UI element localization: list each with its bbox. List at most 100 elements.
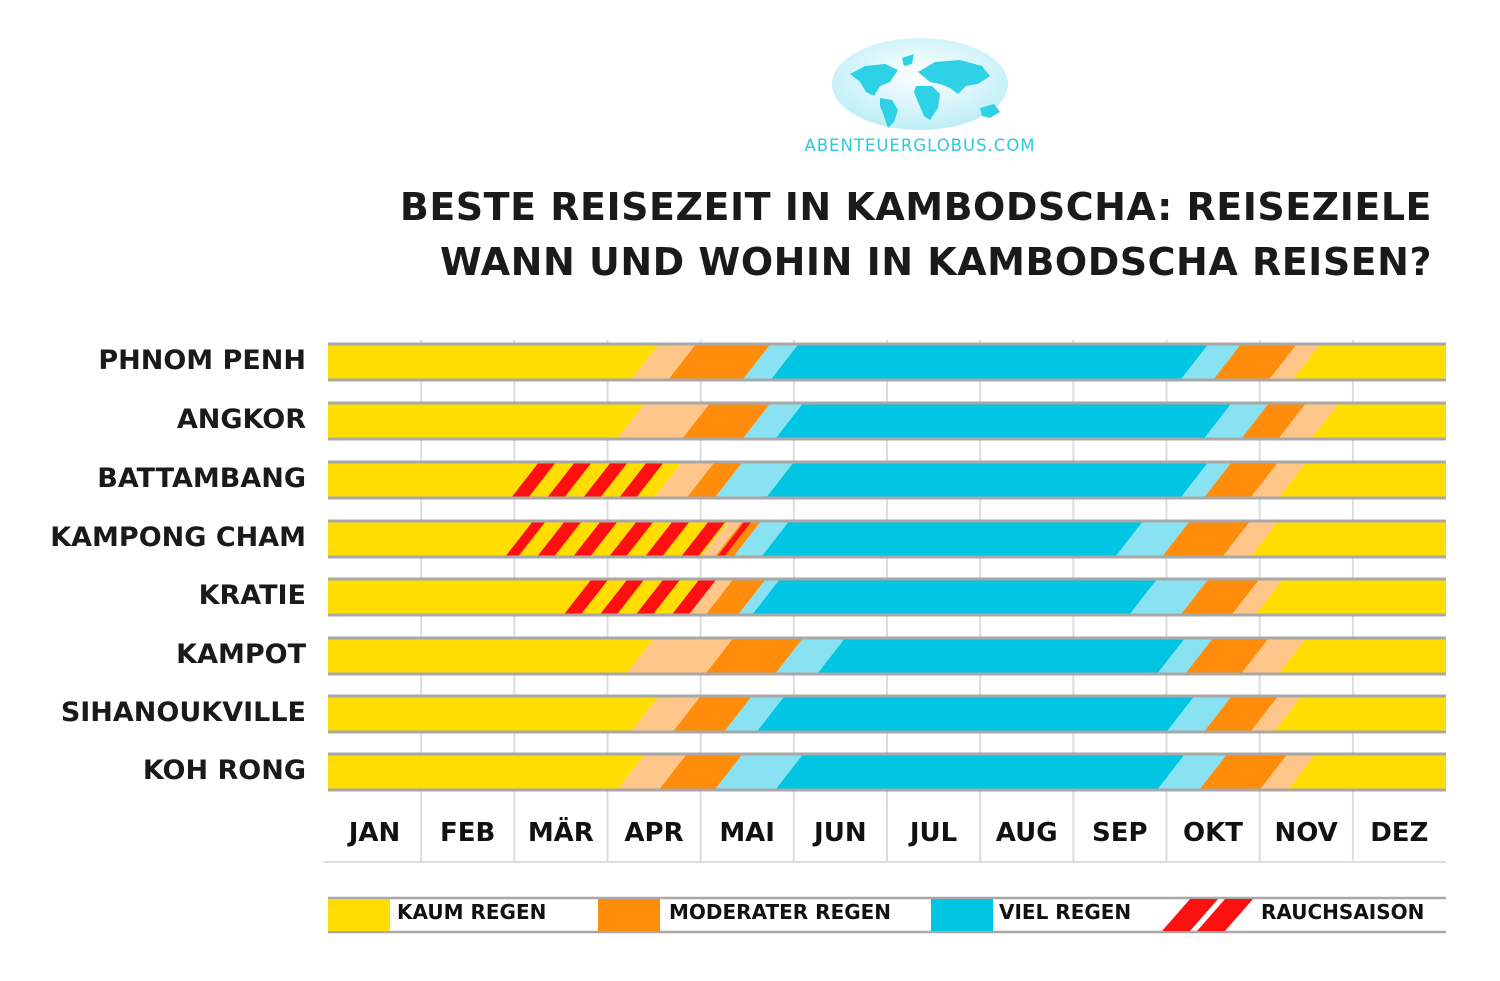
segment-kaum_regen <box>328 638 655 674</box>
world-map-globe-icon <box>832 38 1008 130</box>
segment-rauchsaison <box>556 579 734 615</box>
month-label: MAI <box>719 818 775 848</box>
segment-kaum_regen <box>1254 579 1446 615</box>
segment-transition_light <box>616 403 711 439</box>
bar-phnom-penh <box>328 342 1446 382</box>
segment-viel_regen <box>765 462 1209 498</box>
segment-transition_blue <box>742 344 799 380</box>
page-title: BESTE REISEZEIT IN KAMBODSCHA: REISEZIEL… <box>400 180 1432 290</box>
segment-viel_regen <box>817 638 1186 674</box>
segment-moderater_regen <box>658 754 743 790</box>
title-line-2: WANN UND WOHIN IN KAMBODSCHA REISEN? <box>440 240 1432 284</box>
segment-viel_regen <box>751 579 1158 615</box>
segment-moderater_regen <box>672 696 752 732</box>
segment-transition_light <box>1241 638 1307 674</box>
segment-transition_light <box>1259 754 1316 790</box>
month-label: APR <box>624 818 684 848</box>
legend-swatch-kaum-regen <box>328 899 390 931</box>
segment-moderater_regen <box>668 344 771 380</box>
segment-transition_blue <box>1115 521 1190 557</box>
segment-viel_regen <box>761 521 1144 557</box>
segment-transition_blue <box>733 521 790 557</box>
segment-moderater_regen <box>682 403 771 439</box>
segment-transition_light <box>1268 344 1321 380</box>
segment-transition_light <box>626 638 734 674</box>
row-label: PHNOM PENH <box>98 345 306 376</box>
row-label: KAMPONG CHAM <box>50 522 306 553</box>
row-label: KRATIE <box>198 580 306 611</box>
segment-transition_light <box>1250 696 1302 732</box>
segment-transition_blue <box>714 462 794 498</box>
segment-transition_blue <box>1166 696 1232 732</box>
segment-moderater_regen <box>705 579 766 615</box>
row-label: BATTAMBANG <box>97 463 306 494</box>
segment-moderater_regen <box>1203 462 1279 498</box>
legend-label: MODERATER REGEN <box>669 900 892 924</box>
segment-moderater_regen <box>705 638 804 674</box>
legend-swatch-viel-regen <box>931 899 993 931</box>
bar-kampong-cham <box>328 519 1446 559</box>
month-label: AUG <box>995 818 1058 848</box>
segment-kaum_regen <box>1278 638 1446 674</box>
month-label: OKT <box>1183 818 1243 848</box>
segment-moderater_regen <box>1203 696 1279 732</box>
segment-transition_blue <box>737 579 780 615</box>
segment-transition_light <box>654 462 715 498</box>
segment-kaum_regen <box>328 403 645 439</box>
segment-kaum_regen <box>1292 344 1446 380</box>
logo-text: ABENTEUERGLOBUS.COM <box>804 136 1036 155</box>
segment-viel_regen <box>775 754 1186 790</box>
segment-transition_light <box>630 344 697 380</box>
segment-viel_regen <box>775 403 1232 439</box>
title-line-1: BESTE REISEZEIT IN KAMBODSCHA: REISEZIEL… <box>399 185 1432 229</box>
month-label: FEB <box>439 818 496 848</box>
segment-viel_regen <box>756 696 1195 732</box>
segment-rauchsaison <box>504 521 752 557</box>
bar-sihanoukville <box>328 694 1446 734</box>
segment-transition_blue <box>1157 754 1228 790</box>
legend-label: RAUCHSAISON <box>1261 900 1425 924</box>
month-label: SEP <box>1092 818 1148 848</box>
legend-label: KAUM REGEN <box>397 900 547 924</box>
segment-transition_blue <box>1129 579 1209 615</box>
segment-transition_blue <box>714 754 804 790</box>
logo: ABENTEUERGLOBUS.COM <box>790 36 1050 166</box>
segment-transition_blue <box>1157 638 1214 674</box>
segment-transition_light <box>1222 521 1279 557</box>
segment-transition_blue <box>1203 403 1270 439</box>
segment-transition_light <box>1278 403 1339 439</box>
bar-koh-rong <box>328 752 1446 792</box>
segment-transition_light <box>616 754 687 790</box>
segment-rauchsaison <box>504 462 683 498</box>
segment-transition_blue <box>1180 344 1242 380</box>
segment-viel_regen <box>770 344 1209 380</box>
segment-kaum_regen <box>1310 403 1446 439</box>
segment-moderater_regen <box>1213 344 1297 380</box>
legend-swatch-rauchsaison <box>1197 899 1253 931</box>
month-label: DEZ <box>1370 818 1429 848</box>
segment-moderater_regen <box>1199 754 1288 790</box>
bar-kampot <box>328 636 1446 676</box>
month-label: JUL <box>909 818 958 848</box>
row-label: ANGKOR <box>176 404 306 435</box>
month-label: MÄR <box>527 818 594 848</box>
segment-transition_light <box>1231 579 1283 615</box>
legend <box>328 896 1446 934</box>
segment-moderater_regen <box>1185 638 1270 674</box>
segment-kaum_regen <box>328 696 659 732</box>
segment-kaum_regen <box>328 344 659 380</box>
bar-angkor <box>328 401 1446 441</box>
row-label: SIHANOUKVILLE <box>60 697 306 728</box>
segment-kaum_regen <box>1287 754 1446 790</box>
row-label: KOH RONG <box>142 755 306 786</box>
month-label: JUN <box>814 818 867 848</box>
legend-label: VIEL REGEN <box>999 900 1132 924</box>
segment-kaum_regen <box>328 754 645 790</box>
destination-bars <box>328 342 1446 792</box>
segment-kaum_regen <box>1273 696 1446 732</box>
segment-moderater_regen <box>1180 579 1260 615</box>
segment-kaum_regen <box>1278 462 1446 498</box>
segment-moderater_regen <box>1241 403 1307 439</box>
legend-swatch-moderater-regen <box>598 899 660 931</box>
